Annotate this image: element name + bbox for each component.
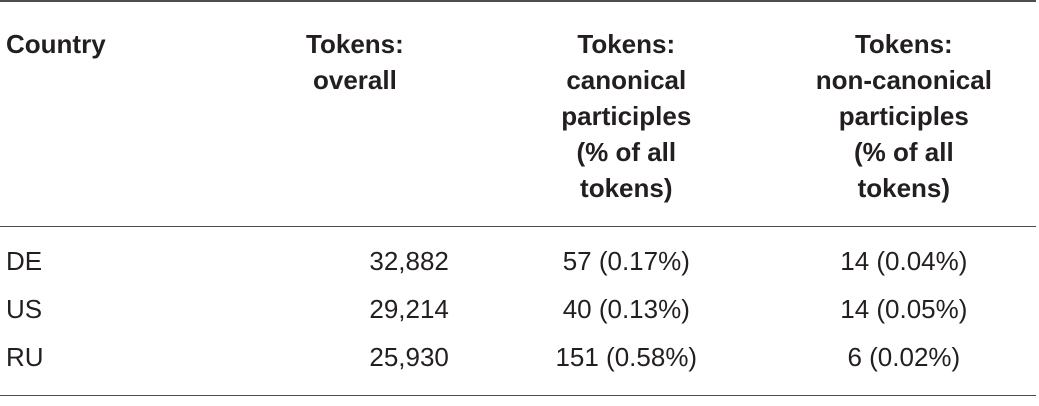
cell-tokens-canonical: 57 (0.17%) — [562, 246, 690, 276]
token-counts-table: Country Tokens: overall Tokens: canonica… — [0, 1, 1036, 396]
table-row: RU 25,930 151 (0.58%) 6 (0.02%) — [0, 333, 1036, 396]
header-noncanonical-line-1: Tokens: — [854, 29, 953, 59]
cell-tokens-noncanonical: 6 (0.02%) — [847, 342, 961, 372]
cell-tokens-overall: 25,930 — [369, 342, 449, 372]
cell-country: RU — [6, 342, 44, 372]
header-canonical-line-3: participles — [561, 101, 692, 131]
table-row: DE 32,882 57 (0.17%) 14 (0.04%) — [0, 227, 1036, 286]
cell-country: US — [6, 294, 43, 324]
table-header: Country Tokens: overall Tokens: canonica… — [0, 1, 1036, 227]
header-noncanonical-line-2: non-canonical — [815, 65, 992, 95]
header-row: Country Tokens: overall Tokens: canonica… — [0, 1, 1036, 227]
cell-tokens-canonical: 40 (0.13%) — [562, 294, 690, 324]
header-noncanonical-line-5: tokens) — [857, 173, 951, 203]
cell-tokens-noncanonical: 14 (0.04%) — [840, 246, 968, 276]
header-tokens-overall: Tokens: overall — [229, 1, 481, 227]
header-canonical-line-5: tokens) — [580, 173, 673, 203]
header-noncanonical-line-4: (% of all — [854, 137, 954, 167]
header-canonical-line-1: Tokens: — [577, 29, 676, 59]
header-tokens-noncanonical: Tokens: non-canonical participles (% of … — [772, 1, 1036, 227]
header-noncanonical-line-3: participles — [838, 101, 969, 131]
cell-tokens-overall: 29,214 — [369, 294, 449, 324]
table-row: US 29,214 40 (0.13%) 14 (0.05%) — [0, 285, 1036, 333]
header-overall-line-2: overall — [313, 65, 397, 95]
cell-country: DE — [6, 246, 43, 276]
header-canonical-line-4: (% of all — [576, 137, 677, 167]
header-country: Country — [0, 1, 229, 227]
header-tokens-canonical: Tokens: canonical participles (% of all … — [481, 1, 772, 227]
header-canonical-line-2: canonical — [566, 65, 687, 95]
header-country-label: Country — [6, 29, 106, 59]
table-body: DE 32,882 57 (0.17%) 14 (0.04%) US 29,21… — [0, 227, 1036, 396]
header-overall-line-1: Tokens: — [306, 29, 404, 59]
cell-tokens-canonical: 151 (0.58%) — [555, 342, 698, 372]
cell-tokens-overall: 32,882 — [369, 246, 449, 276]
cell-tokens-noncanonical: 14 (0.05%) — [840, 294, 968, 324]
